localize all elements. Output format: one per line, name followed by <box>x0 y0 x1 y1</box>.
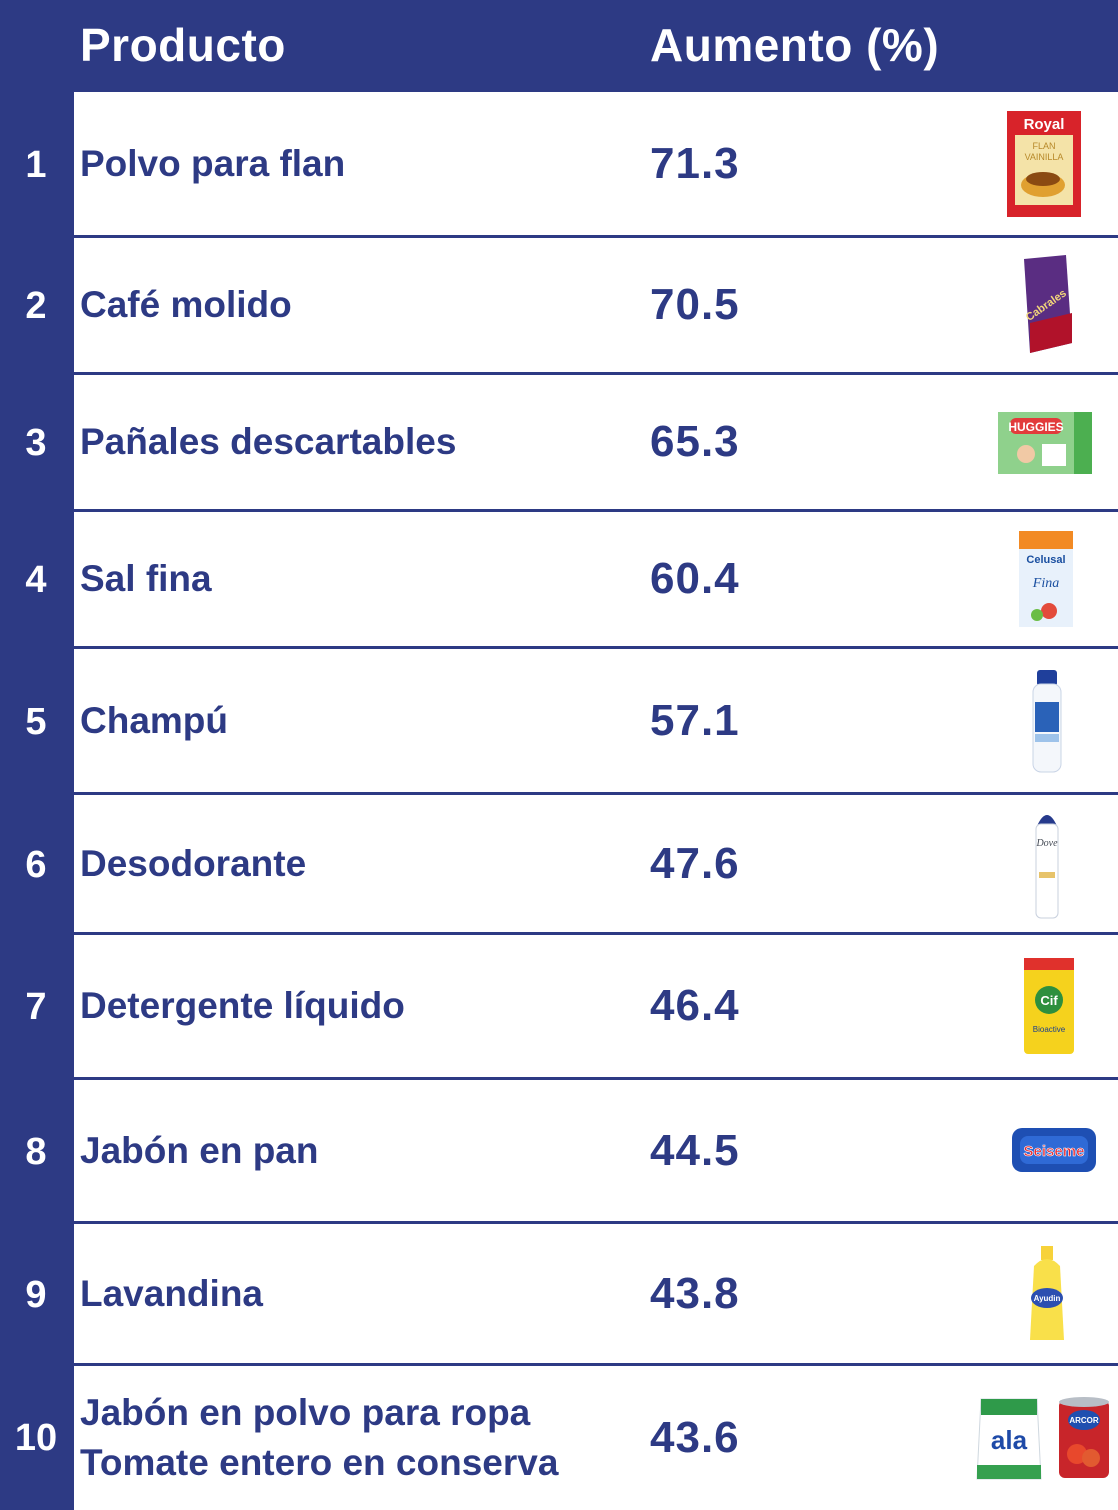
row-cell: Pañales descartables 65.3 HUGGIES <box>74 375 1118 509</box>
rank-label: 5 <box>25 700 47 743</box>
svg-text:HUGGIES: HUGGIES <box>1008 420 1063 434</box>
row-cell: Champú 57.1 <box>74 649 1118 792</box>
svg-text:Celusal: Celusal <box>1026 554 1065 566</box>
diaper-pack-icon: HUGGIES <box>992 375 1098 509</box>
rank-label: 9 <box>25 1273 47 1316</box>
increase-value: 44.5 <box>650 1125 740 1175</box>
svg-text:Ayudin: Ayudin <box>1034 1294 1061 1303</box>
salt-box-icon: Celusal Fina <box>1008 512 1084 646</box>
table-row: 10 Jabón en polvo para ropa Tomate enter… <box>0 1366 1118 1510</box>
table-row: 1 Polvo para flan 71.3 Royal FLAN VAINIL… <box>0 92 1118 238</box>
row-cell: Jabón en polvo para ropa Tomate entero e… <box>74 1366 1118 1510</box>
table-row: 9 Lavandina 43.8 Ayudin <box>0 1224 1118 1366</box>
product-name: Champú <box>80 699 228 741</box>
product-name: Lavandina <box>80 1272 263 1314</box>
bleach-bottle-icon: Ayudin <box>1020 1224 1074 1363</box>
deodorant-spray-icon: Dove <box>1022 795 1072 932</box>
increase-value: 60.4 <box>650 554 740 603</box>
row-cell: Café molido 70.5 Cabrales <box>74 238 1118 372</box>
svg-text:FLAN: FLAN <box>1032 141 1055 151</box>
rank-label: 2 <box>25 285 47 327</box>
row-cell: Lavandina 43.8 Ayudin <box>74 1224 1118 1363</box>
product-name: Detergente líquido <box>80 985 405 1026</box>
rank-label: 8 <box>25 1130 47 1173</box>
product-name: Pañales descartables <box>80 421 457 462</box>
flan-powder-packet-icon: Royal FLAN VAINILLA <box>1002 92 1086 235</box>
rank-label: 3 <box>25 422 47 464</box>
product-name: Polvo para flan <box>80 142 346 184</box>
increase-value: 47.6 <box>650 838 740 888</box>
detergent-refill-icon: Cif Bioactive <box>1016 935 1082 1077</box>
svg-text:ARCOR: ARCOR <box>1069 1416 1099 1425</box>
product-name: Jabón en polvo para ropa Tomate entero e… <box>80 1392 559 1483</box>
product-name: Café molido <box>80 284 292 325</box>
table-row: 5 Champú 57.1 <box>0 649 1118 795</box>
increase-value: 46.4 <box>650 981 740 1030</box>
row-cell: Polvo para flan 71.3 Royal FLAN VAINILLA <box>74 92 1118 235</box>
increase-value: 70.5 <box>650 280 740 329</box>
header-producto: Producto <box>80 19 286 71</box>
rank-label: 4 <box>25 559 47 601</box>
table-row: 6 Desodorante 47.6 Dove <box>0 795 1118 935</box>
table-row: 3 Pañales descartables 65.3 HUGGIES <box>0 375 1118 512</box>
rank-label: 10 <box>14 1416 58 1459</box>
product-name: Desodorante <box>80 842 307 884</box>
rank-label: 1 <box>25 143 47 186</box>
increase-value: 71.3 <box>650 138 740 188</box>
increase-value: 65.3 <box>650 417 740 466</box>
tomato-can-icon: ARCOR <box>1052 1366 1116 1510</box>
increase-value: 43.8 <box>650 1268 740 1318</box>
svg-text:Fina: Fina <box>1032 576 1059 591</box>
row-cell: Jabón en pan 44.5 Seiseme <box>74 1080 1118 1221</box>
rank-label: 7 <box>25 986 47 1028</box>
row-cell: Sal fina 60.4 Celusal Fina <box>74 512 1118 646</box>
svg-text:Seiseme: Seiseme <box>1024 1143 1085 1160</box>
product-name: Jabón en pan <box>80 1129 319 1171</box>
svg-text:ala: ala <box>991 1425 1028 1455</box>
increase-value: 43.6 <box>650 1413 740 1462</box>
svg-text:Royal: Royal <box>1024 116 1065 133</box>
svg-text:Dove: Dove <box>1035 838 1058 849</box>
shampoo-bottle-icon <box>1020 649 1074 792</box>
laundry-powder-bag-icon: ala <box>974 1366 1044 1510</box>
increase-value: 57.1 <box>650 695 740 745</box>
svg-text:VAINILLA: VAINILLA <box>1025 152 1064 162</box>
svg-text:Cif: Cif <box>1040 993 1058 1008</box>
table-header: Producto Aumento (%) <box>0 0 1118 92</box>
row-cell: Detergente líquido 46.4 Cif Bioactive <box>74 935 1118 1077</box>
product-name: Sal fina <box>80 558 212 599</box>
soap-bar-icon: Seiseme <box>1008 1080 1100 1221</box>
table-row: 2 Café molido 70.5 Cabrales <box>0 238 1118 375</box>
ground-coffee-bag-icon: Cabrales <box>1010 238 1082 372</box>
row-cell: Desodorante 47.6 Dove <box>74 795 1118 932</box>
table-row: 8 Jabón en pan 44.5 Seiseme <box>0 1080 1118 1224</box>
header-aumento: Aumento (%) <box>650 19 940 71</box>
table-row: 7 Detergente líquido 46.4 Cif Bioactive <box>0 935 1118 1080</box>
table-row: 4 Sal fina 60.4 Celusal Fina <box>0 512 1118 649</box>
svg-text:Bioactive: Bioactive <box>1033 1025 1066 1034</box>
rank-label: 6 <box>25 843 47 886</box>
